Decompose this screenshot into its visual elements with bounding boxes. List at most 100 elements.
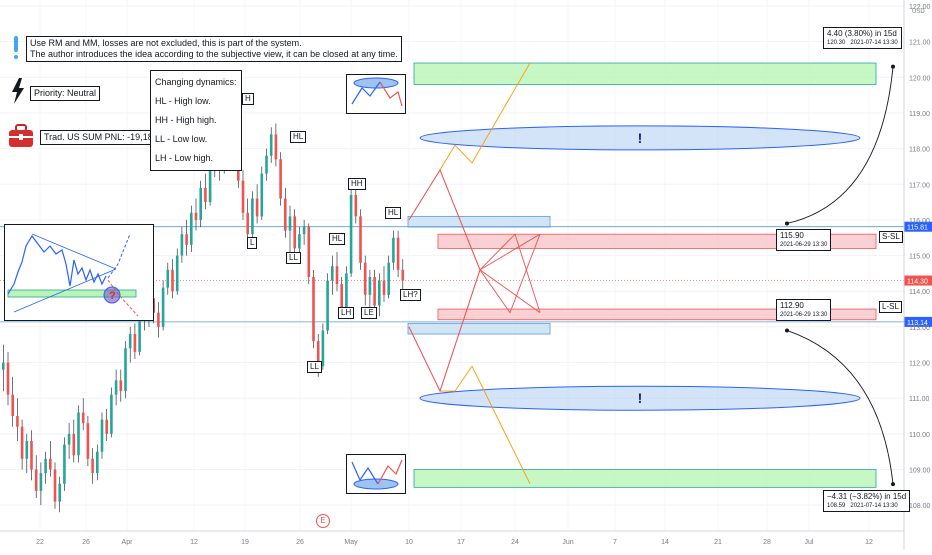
x-tick-label: 12	[865, 539, 873, 546]
pnl-note: Trad. US SUM PNL: -19,18.	[40, 130, 160, 145]
candle-body	[30, 440, 33, 470]
candle-body	[288, 216, 292, 231]
candle-body	[124, 348, 127, 392]
zone-long-stop	[437, 308, 877, 321]
candle-body	[373, 276, 376, 306]
candle-body	[194, 212, 198, 220]
projection-zigzag-b	[408, 233, 541, 393]
candle-body	[345, 273, 348, 310]
candle-body	[255, 198, 259, 217]
candle-body	[208, 162, 212, 203]
level-badge	[904, 221, 932, 232]
x-tick-label: 7	[613, 539, 617, 546]
swing-label-hh: HH	[348, 178, 366, 190]
y-tick-label: 119.00	[909, 111, 930, 118]
info-icon	[14, 36, 18, 52]
ellipse-exclamation: !	[638, 130, 643, 146]
y-tick-label: 114.00	[909, 289, 930, 296]
candle-body	[157, 312, 160, 327]
candle-body	[39, 473, 43, 491]
candle-body	[392, 237, 395, 263]
candle-body	[354, 194, 358, 217]
measure-down-flag: −4.31 (−3.82%) in 15d 108.59 2021-07-14 …	[823, 490, 911, 512]
pattern-inset: ?	[4, 224, 154, 321]
candle-body	[53, 469, 57, 502]
entry-short-price: 115.90	[780, 231, 804, 240]
candle-body	[114, 380, 118, 395]
candle-body	[138, 312, 141, 352]
lightning-icon	[12, 78, 24, 104]
candle-body	[91, 458, 94, 474]
candle-body	[63, 444, 66, 484]
y-tick-label: 108.00	[909, 503, 931, 510]
x-tick-label: 22	[36, 539, 44, 546]
last-price-badge	[904, 275, 932, 286]
swing-label-hl2: HL	[329, 233, 346, 245]
candle-body	[302, 227, 306, 235]
candle-body	[321, 330, 325, 367]
measure-up-end	[891, 64, 895, 69]
candle-body	[312, 276, 315, 342]
swing-label-h: H	[242, 93, 254, 105]
level-badge-label: 113.14	[907, 320, 928, 327]
y-tick-label: 120.00	[909, 75, 931, 82]
x-tick-label: 12	[190, 539, 198, 546]
candle-body	[11, 394, 14, 417]
candle-body	[269, 134, 273, 156]
swing-label-ll: LL	[286, 252, 301, 264]
candle-body	[359, 216, 362, 263]
swing-label-hl3: HL	[385, 207, 402, 219]
candle-body	[44, 458, 47, 474]
candle-body	[110, 394, 113, 434]
candle-body	[199, 187, 202, 220]
candle-body	[86, 423, 90, 459]
candle-body	[387, 262, 390, 295]
candle-body	[251, 198, 254, 235]
candle-body	[363, 262, 367, 295]
level-badge	[904, 316, 932, 327]
dynamics-ll: LL - Low low.	[155, 134, 208, 144]
y-tick-label: 111.00	[909, 396, 929, 403]
candle-body	[133, 334, 137, 352]
x-tick-label: 17	[457, 539, 465, 546]
candle-body	[77, 412, 80, 456]
measure-down-date: 2021-07-14 13:30	[850, 503, 898, 509]
y-tick-label: 110.00	[909, 432, 930, 439]
inset-question-mark: ?	[109, 290, 116, 302]
pattern-down-icon	[346, 454, 406, 494]
measure-up-origin	[785, 221, 789, 226]
x-tick-label: 19	[241, 539, 249, 546]
zone-target-up	[413, 62, 877, 85]
entry-short-flag: 115.90 2021-06-29 13:30	[776, 229, 832, 251]
zone-target-down	[413, 469, 877, 488]
candle-body	[279, 159, 282, 199]
zone-level-down	[407, 322, 551, 335]
candle-body	[396, 237, 400, 270]
candle-body	[100, 419, 104, 452]
candle-body	[34, 469, 38, 491]
inset-price-line	[7, 234, 107, 295]
candle-body	[25, 440, 29, 459]
candle-body	[20, 426, 24, 459]
measure-down-curve	[786, 330, 894, 485]
measure-up-curve	[786, 66, 894, 224]
y-unit-label: USD	[912, 9, 925, 15]
swing-label-lh2: LH?	[400, 289, 421, 301]
y-tick-label: 115.00	[909, 254, 930, 261]
measure-up-value: 4.40 (3.80%) in 15d	[827, 29, 897, 38]
candle-body	[180, 234, 184, 256]
system-note-line2: The author introduces the idea according…	[30, 49, 398, 59]
candle-body	[161, 287, 165, 327]
event-marker[interactable]: E	[316, 514, 330, 528]
dynamics-lh: LH - Low high.	[155, 153, 214, 163]
target-ellipse	[419, 385, 861, 411]
candle-body	[67, 433, 71, 445]
candle-body	[96, 451, 99, 474]
x-tick-label: Jul	[805, 539, 814, 546]
system-note-line1: Use RM and MM, losses are not excluded, …	[30, 38, 302, 48]
candle-body	[293, 216, 296, 249]
candle-body	[241, 180, 245, 213]
swing-label-l: L	[247, 237, 258, 249]
candle-body	[326, 280, 329, 331]
